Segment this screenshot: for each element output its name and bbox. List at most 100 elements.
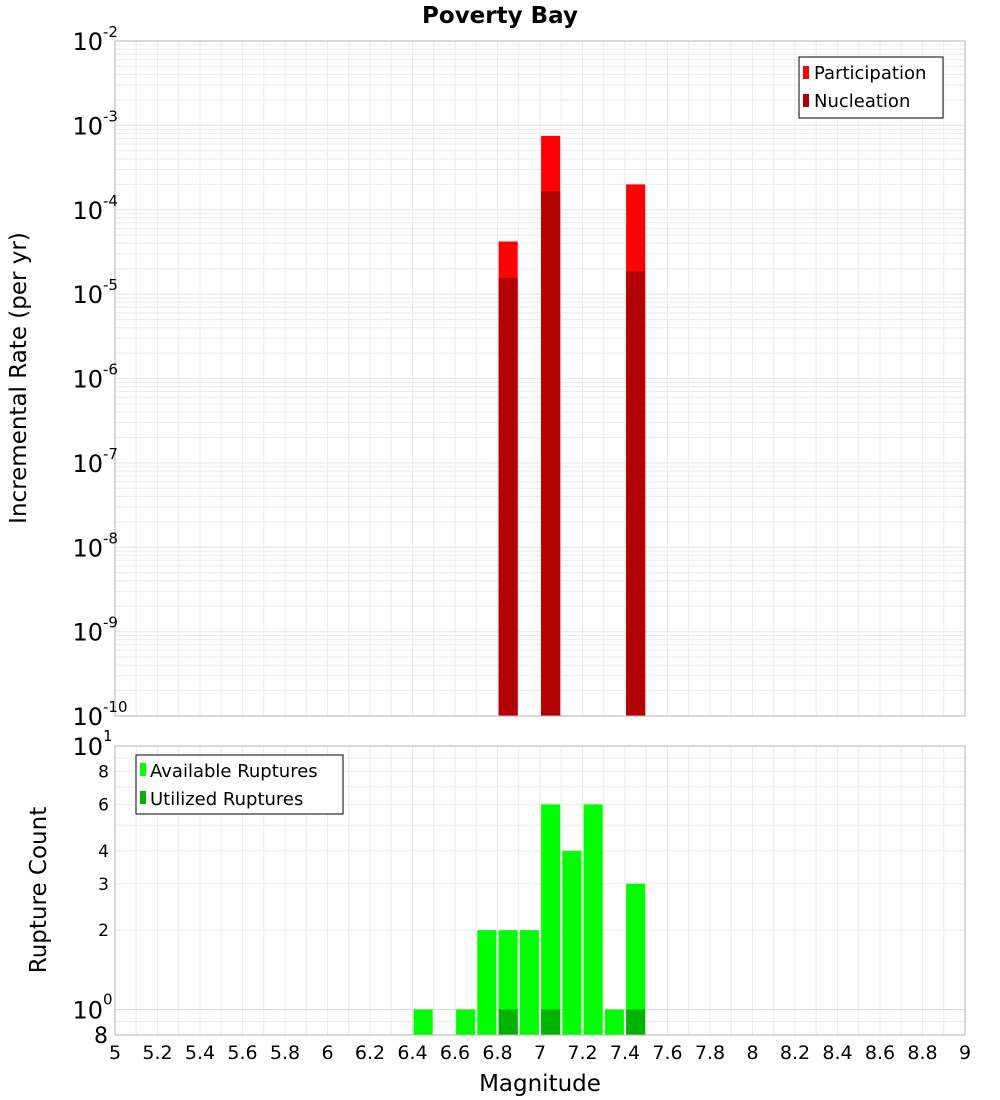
nucleation-bar bbox=[541, 191, 561, 716]
svg-text:10: 10 bbox=[72, 366, 103, 394]
svg-text:-3: -3 bbox=[103, 107, 118, 125]
top-plot-border bbox=[114, 40, 966, 717]
x-tick-label: 6.6 bbox=[440, 1042, 470, 1064]
y-tick-label: 3 bbox=[98, 875, 109, 895]
x-tick-label: 8.4 bbox=[822, 1042, 852, 1064]
x-tick-label: 7.4 bbox=[610, 1042, 640, 1064]
y-tick-label: 10 -3 bbox=[72, 107, 118, 140]
available-ruptures-bar bbox=[604, 1009, 624, 1035]
svg-text:-5: -5 bbox=[103, 276, 118, 294]
x-tick-label: 7 bbox=[534, 1042, 546, 1064]
nucleation-bar bbox=[626, 271, 646, 716]
bottom-grid bbox=[115, 746, 966, 1035]
svg-text:-9: -9 bbox=[103, 614, 118, 632]
x-tick-label: 6 bbox=[321, 1042, 333, 1064]
svg-text:10: 10 bbox=[72, 112, 103, 140]
svg-text:-7: -7 bbox=[103, 445, 118, 463]
svg-text:-2: -2 bbox=[103, 23, 118, 41]
bottom-y-axis-label: Rupture Count bbox=[26, 807, 52, 973]
y-tick-label: 10 -5 bbox=[72, 276, 118, 309]
y-tick-label: 10 -6 bbox=[72, 361, 118, 394]
bottom-bars bbox=[413, 804, 646, 1035]
available-ruptures-bar bbox=[626, 883, 646, 1035]
top-y-axis-label: Incremental Rate (per yr) bbox=[6, 232, 32, 524]
x-tick-label: 5 bbox=[109, 1042, 121, 1064]
available-ruptures-bar bbox=[456, 1009, 476, 1035]
svg-text:-4: -4 bbox=[103, 192, 118, 210]
svg-text:10: 10 bbox=[72, 997, 103, 1025]
utilized-ruptures-bar bbox=[541, 1009, 561, 1035]
x-tick-labels: 5 5.2 5.4 5.6 5.8 6 6.2 6.4 6.6 6.8 7 7.2 7.4 7.6 7.8 8… bbox=[109, 1042, 971, 1064]
svg-text:10: 10 bbox=[72, 619, 103, 647]
svg-text:10: 10 bbox=[72, 733, 103, 761]
y-tick-label: 6 bbox=[98, 795, 109, 815]
y-tick-label: 10 -2 bbox=[72, 23, 118, 56]
x-tick-label: 9 bbox=[959, 1042, 971, 1064]
legend-label-nucleation: Nucleation bbox=[814, 91, 910, 112]
svg-text:1: 1 bbox=[103, 727, 113, 745]
y-tick-label: 10 1 bbox=[72, 727, 112, 761]
x-tick-label: 7.8 bbox=[695, 1042, 725, 1064]
legend-swatch-utilized bbox=[140, 791, 146, 804]
utilized-ruptures-bar bbox=[498, 1009, 518, 1035]
top-legend: Participation Nucleation bbox=[798, 56, 944, 119]
svg-text:10: 10 bbox=[72, 28, 103, 56]
legend-swatch-available bbox=[140, 763, 146, 776]
legend-swatch-nucleation bbox=[803, 94, 809, 107]
x-tick-label: 6.2 bbox=[355, 1042, 385, 1064]
legend-label-available: Available Ruptures bbox=[150, 761, 318, 782]
x-tick-label: 7.6 bbox=[652, 1042, 682, 1064]
x-tick-label: 8.6 bbox=[865, 1042, 895, 1064]
x-axis-label: Magnitude bbox=[479, 1071, 601, 1097]
legend-swatch-participation bbox=[803, 66, 809, 79]
x-tick-label: 6.8 bbox=[482, 1042, 512, 1064]
svg-text:0: 0 bbox=[103, 991, 113, 1009]
x-tick-label: 5.4 bbox=[185, 1042, 215, 1064]
nucleation-bar bbox=[498, 278, 518, 716]
available-ruptures-bar bbox=[477, 930, 497, 1035]
x-tick-label: 8.8 bbox=[907, 1042, 937, 1064]
y-tick-label: 10 0 bbox=[72, 991, 112, 1025]
y-tick-label: 10 -4 bbox=[72, 192, 118, 225]
x-tick-label: 5.6 bbox=[227, 1042, 257, 1064]
svg-text:10: 10 bbox=[72, 450, 103, 478]
svg-text:10: 10 bbox=[72, 281, 103, 309]
available-ruptures-bar bbox=[541, 804, 561, 1035]
available-ruptures-bar bbox=[562, 850, 582, 1035]
y-tick-label: 2 bbox=[98, 921, 109, 941]
chart-title: Poverty Bay bbox=[422, 3, 578, 29]
x-tick-label: 8 bbox=[746, 1042, 758, 1064]
available-ruptures-bar bbox=[498, 930, 518, 1035]
bottom-legend: Available Ruptures Utilized Ruptures bbox=[135, 754, 344, 815]
x-tick-label: 7.2 bbox=[567, 1042, 597, 1064]
top-legend-box bbox=[798, 56, 944, 119]
y-tick-label: 4 bbox=[98, 842, 109, 862]
svg-text:10: 10 bbox=[72, 703, 103, 731]
svg-text:-6: -6 bbox=[103, 361, 118, 379]
y-tick-label: 8 bbox=[98, 763, 109, 783]
y-tick-label: 10 -10 bbox=[72, 698, 127, 731]
bottom-plot-border bbox=[114, 745, 966, 1036]
x-tick-label: 6.4 bbox=[397, 1042, 427, 1064]
x-tick-label: 8.2 bbox=[780, 1042, 810, 1064]
top-bars bbox=[498, 135, 646, 716]
y-tick-label: 8 bbox=[94, 1024, 108, 1049]
y-tick-label: 10 -7 bbox=[72, 445, 118, 478]
top-grid bbox=[115, 41, 966, 716]
utilized-ruptures-bar bbox=[626, 1009, 646, 1035]
svg-text:-8: -8 bbox=[103, 529, 118, 547]
x-tick-label: 5.8 bbox=[270, 1042, 300, 1064]
svg-text:10: 10 bbox=[72, 197, 103, 225]
y-tick-label: 10 -9 bbox=[72, 614, 118, 647]
available-ruptures-bar bbox=[583, 804, 603, 1035]
x-tick-label: 5.2 bbox=[142, 1042, 172, 1064]
available-ruptures-bar bbox=[519, 930, 539, 1035]
legend-label-utilized: Utilized Ruptures bbox=[150, 789, 303, 810]
bottom-legend-box bbox=[135, 754, 344, 815]
legend-label-participation: Participation bbox=[814, 63, 926, 84]
svg-text:-10: -10 bbox=[103, 698, 128, 716]
